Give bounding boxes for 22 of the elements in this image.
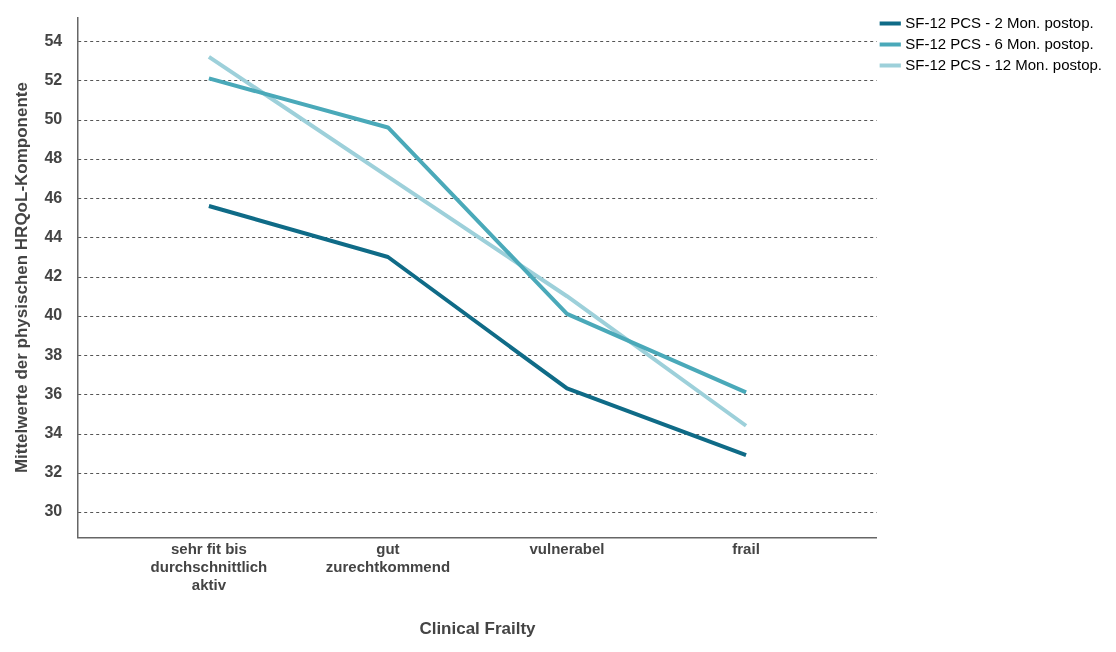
legend-label: SF-12 PCS - 6 Mon. postop. [905,34,1094,52]
y-tick-label: 30 [44,502,63,520]
y-axis-title: Mittelwerte der physischen HRQoL-Komponente [11,82,31,474]
x-tick-label: gut zurechtkommend [325,539,451,575]
y-tick-label: 34 [44,424,63,442]
legend-label: SF-12 PCS - 12 Mon. postop. [905,55,1103,73]
y-tick-label: 32 [44,463,63,481]
x-axis-title: Clinical Frailty [419,619,537,639]
x-tick-label: sehr fit bis durchschnittlich aktiv [150,539,268,593]
y-tick-label: 44 [44,227,63,245]
y-tick-label: 46 [44,188,63,206]
y-tick-label: 54 [44,31,63,49]
x-tick-label: frail [732,539,760,557]
y-tick-label: 42 [44,267,63,285]
y-tick-label: 38 [44,345,63,363]
y-tick-label: 50 [44,110,63,128]
legend-label: SF-12 PCS - 2 Mon. postop. [905,13,1094,31]
y-tick-label: 52 [44,70,63,88]
y-tick-label: 40 [44,306,63,324]
y-tick-label: 36 [44,384,63,402]
x-tick-label: vulnerabel [529,539,605,557]
y-tick-label: 48 [44,149,63,167]
